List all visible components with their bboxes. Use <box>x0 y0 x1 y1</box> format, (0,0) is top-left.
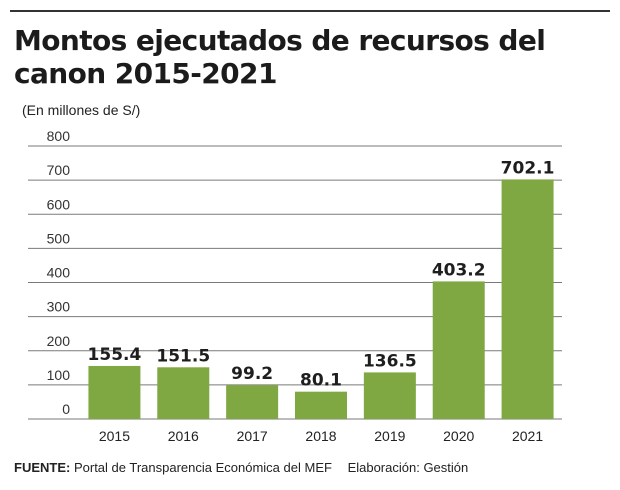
chart-subtitle: (En millones de S/) <box>22 102 141 118</box>
y-axis-ticks: 0 100 200 300 400 500 600 700 800 <box>47 128 71 417</box>
bar <box>157 367 210 419</box>
top-rule <box>10 10 610 12</box>
x-tick-label: 2017 <box>237 428 268 444</box>
source-text: Portal de Transparencia Económica del ME… <box>73 460 332 475</box>
bar <box>501 179 554 419</box>
x-tick-label: 2018 <box>305 428 336 444</box>
data-label: 136.5 <box>363 351 417 371</box>
bar <box>88 365 141 419</box>
y-tick-label: 100 <box>47 367 71 383</box>
y-tick-label: 600 <box>47 196 71 212</box>
x-tick-label: 2015 <box>99 428 130 444</box>
x-tick-label: 2016 <box>168 428 199 444</box>
data-label: 702.1 <box>501 158 555 178</box>
bar <box>295 391 347 419</box>
y-tick-label: 0 <box>62 401 70 417</box>
data-label: 99.2 <box>231 364 273 384</box>
x-tick-label: 2021 <box>512 428 543 444</box>
data-labels: 155.4 151.5 99.2 80.1 136.5 403.2 702.1 <box>88 158 555 390</box>
y-tick-label: 700 <box>47 162 71 178</box>
y-tick-label: 400 <box>47 265 71 281</box>
x-axis-ticks: 2015 2016 2017 2018 2019 2020 2021 <box>99 428 544 444</box>
data-label: 151.5 <box>156 346 210 366</box>
source-label: FUENTE: <box>14 460 71 475</box>
data-label: 80.1 <box>300 371 342 391</box>
data-label: 155.4 <box>88 345 142 365</box>
data-label: 403.2 <box>432 260 486 280</box>
bars <box>88 179 554 419</box>
bar <box>363 372 416 419</box>
x-tick-label: 2020 <box>443 428 474 444</box>
bar <box>226 385 279 419</box>
x-tick-label: 2019 <box>374 428 405 444</box>
y-tick-label: 200 <box>47 333 71 349</box>
chart-title: Montos ejecutados de recursos del canon … <box>14 24 546 90</box>
y-tick-label: 300 <box>47 299 71 315</box>
credit-text: Elaboración: Gestión <box>347 460 469 475</box>
y-tick-label: 500 <box>47 230 71 246</box>
source-note: FUENTE: Portal de Transparencia Económic… <box>14 460 468 475</box>
y-tick-label: 800 <box>47 128 71 144</box>
bar <box>432 281 485 419</box>
